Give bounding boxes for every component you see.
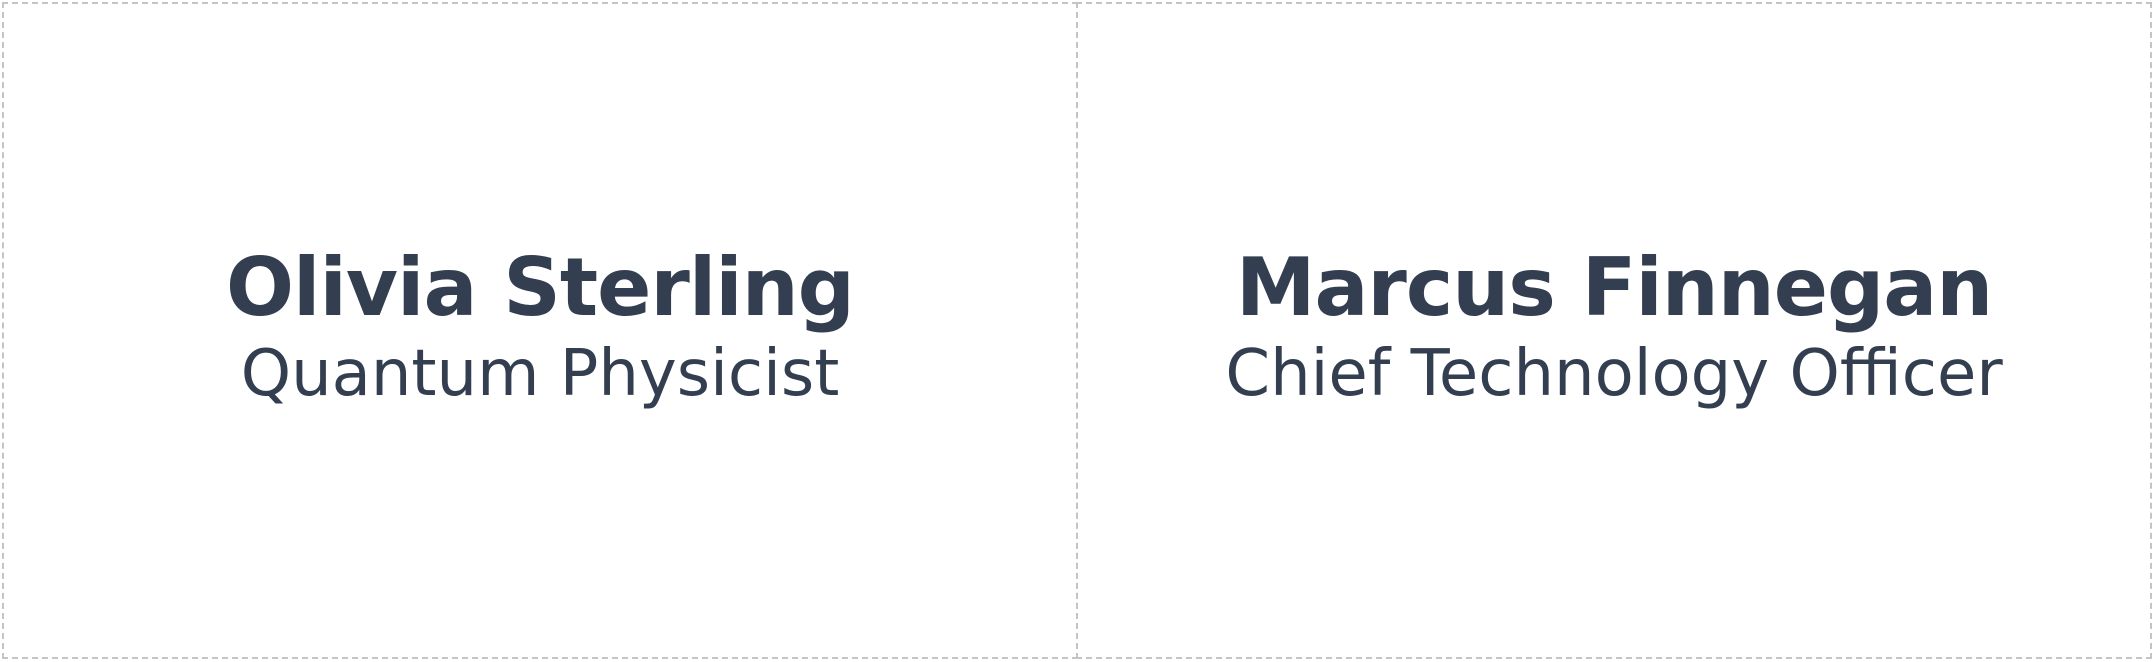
name-card-olivia-sterling: Olivia Sterling Quantum Physicist xyxy=(2,2,1078,659)
card-name: Olivia Sterling xyxy=(226,240,855,334)
card-name: Marcus Finnegan xyxy=(1235,240,1993,334)
name-card-marcus-finnegan: Marcus Finnegan Chief Technology Officer xyxy=(1076,2,2152,659)
card-title: Quantum Physicist xyxy=(240,336,840,411)
card-title: Chief Technology Officer xyxy=(1225,336,2003,411)
